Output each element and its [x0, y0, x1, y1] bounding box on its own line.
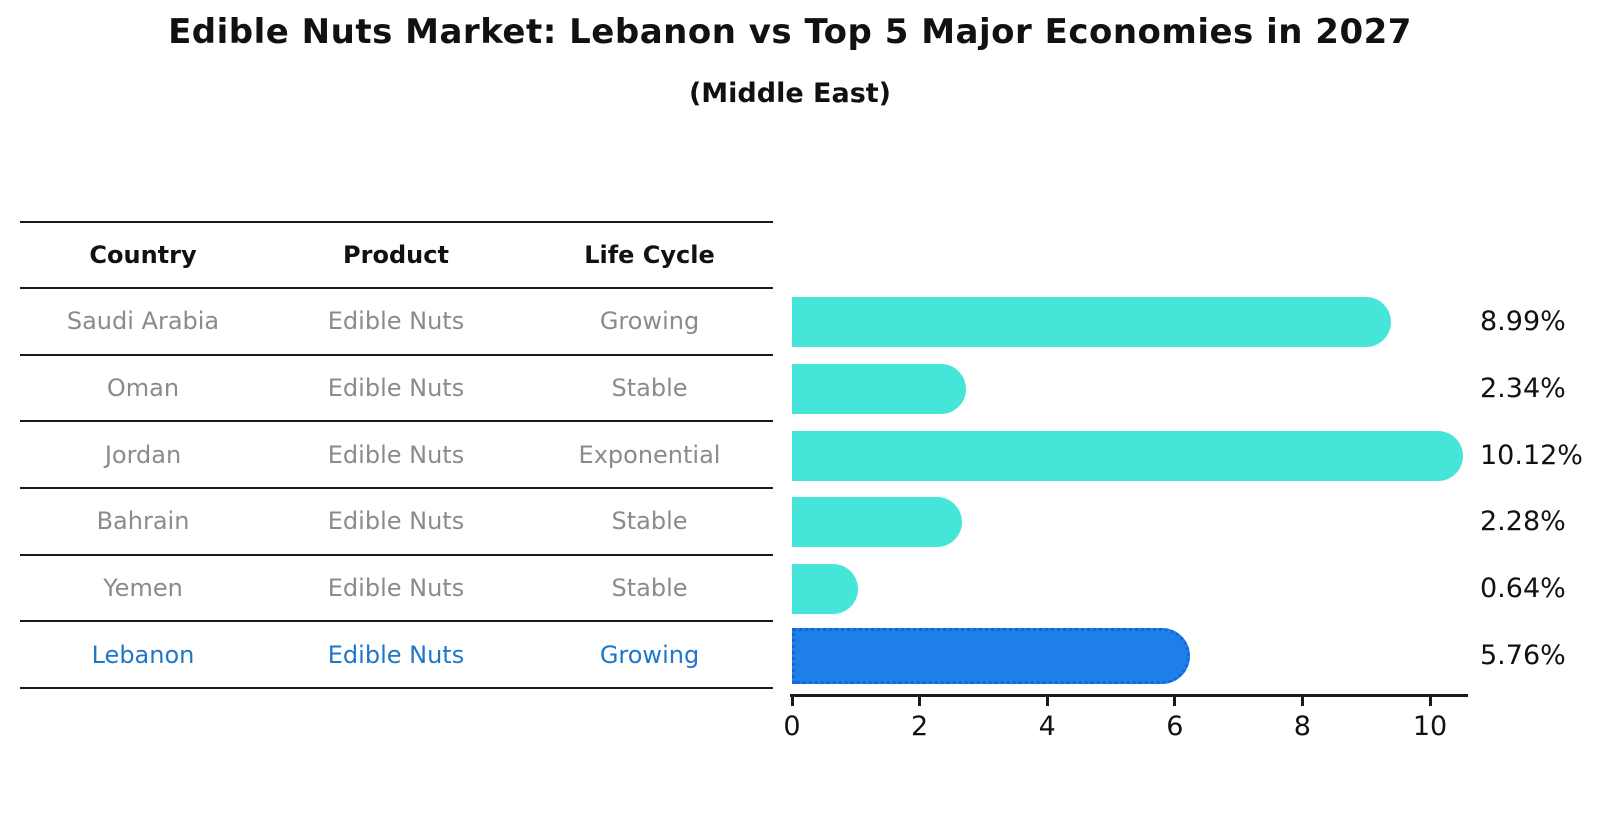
x-axis-tick — [1428, 697, 1432, 706]
column-header-product: Product — [343, 241, 449, 269]
table-row-lebanon: Lebanon Edible Nuts Growing — [20, 622, 773, 690]
country-table: Country Product Life Cycle Saudi Arabia … — [20, 221, 773, 690]
x-axis-tick — [918, 697, 922, 706]
x-axis-tick-label: 0 — [783, 711, 801, 742]
chart-title: Edible Nuts Market: Lebanon vs Top 5 Maj… — [168, 12, 1412, 52]
bar-oman — [792, 364, 967, 414]
x-axis-tick — [790, 697, 794, 706]
life-cycle-cell: Growing — [599, 640, 700, 669]
value-label-saudi-arabia: 8.99% — [1480, 306, 1566, 337]
column-header-life-cycle: Life Cycle — [584, 241, 715, 269]
x-axis-tick — [1173, 697, 1177, 706]
table-row-saudi-arabia: Saudi Arabia Edible Nuts Growing — [20, 289, 773, 356]
country-cell: Yemen — [103, 574, 183, 603]
value-label-jordan: 10.12% — [1480, 440, 1583, 471]
table-header-row: Country Product Life Cycle — [20, 223, 773, 289]
table-row-jordan: Jordan Edible Nuts Exponential — [20, 422, 773, 490]
x-axis-tick-label: 4 — [1038, 711, 1056, 742]
life-cycle-cell: Stable — [611, 574, 688, 603]
value-label-oman: 2.34% — [1480, 373, 1566, 404]
life-cycle-cell: Growing — [599, 307, 700, 336]
product-cell: Edible Nuts — [327, 640, 465, 669]
value-label-yemen: 0.64% — [1480, 573, 1566, 604]
x-axis-tick-label: 6 — [1166, 711, 1184, 742]
x-axis — [790, 694, 1468, 697]
product-cell: Edible Nuts — [327, 440, 465, 469]
value-label-lebanon: 5.76% — [1480, 640, 1566, 671]
product-cell: Edible Nuts — [327, 574, 465, 603]
bar-jordan — [792, 431, 1463, 481]
country-cell: Oman — [106, 374, 180, 403]
table-row-oman: Oman Edible Nuts Stable — [20, 356, 773, 423]
product-cell: Edible Nuts — [327, 507, 465, 536]
table-row-yemen: Yemen Edible Nuts Stable — [20, 556, 773, 623]
life-cycle-cell: Exponential — [578, 440, 721, 469]
bar-lebanon — [792, 628, 1191, 684]
bar-bahrain — [792, 497, 963, 547]
column-header-country: Country — [89, 241, 197, 269]
country-cell: Bahrain — [96, 507, 190, 536]
x-axis-tick — [1300, 697, 1304, 706]
life-cycle-cell: Stable — [611, 374, 688, 403]
product-cell: Edible Nuts — [327, 307, 465, 336]
x-axis-tick-label: 10 — [1412, 711, 1448, 742]
country-cell: Saudi Arabia — [66, 307, 220, 336]
chart-subtitle: (Middle East) — [688, 78, 892, 109]
life-cycle-cell: Stable — [611, 507, 688, 536]
x-axis-tick — [1045, 697, 1049, 706]
x-axis-tick-label: 2 — [911, 711, 929, 742]
table-row-bahrain: Bahrain Edible Nuts Stable — [20, 489, 773, 556]
bar-yemen — [792, 564, 858, 614]
value-label-bahrain: 2.28% — [1480, 506, 1566, 537]
product-cell: Edible Nuts — [327, 374, 465, 403]
bar-saudi-arabia — [792, 297, 1391, 347]
country-cell: Jordan — [104, 440, 182, 469]
x-axis-tick-label: 8 — [1293, 711, 1311, 742]
country-cell: Lebanon — [91, 640, 195, 669]
